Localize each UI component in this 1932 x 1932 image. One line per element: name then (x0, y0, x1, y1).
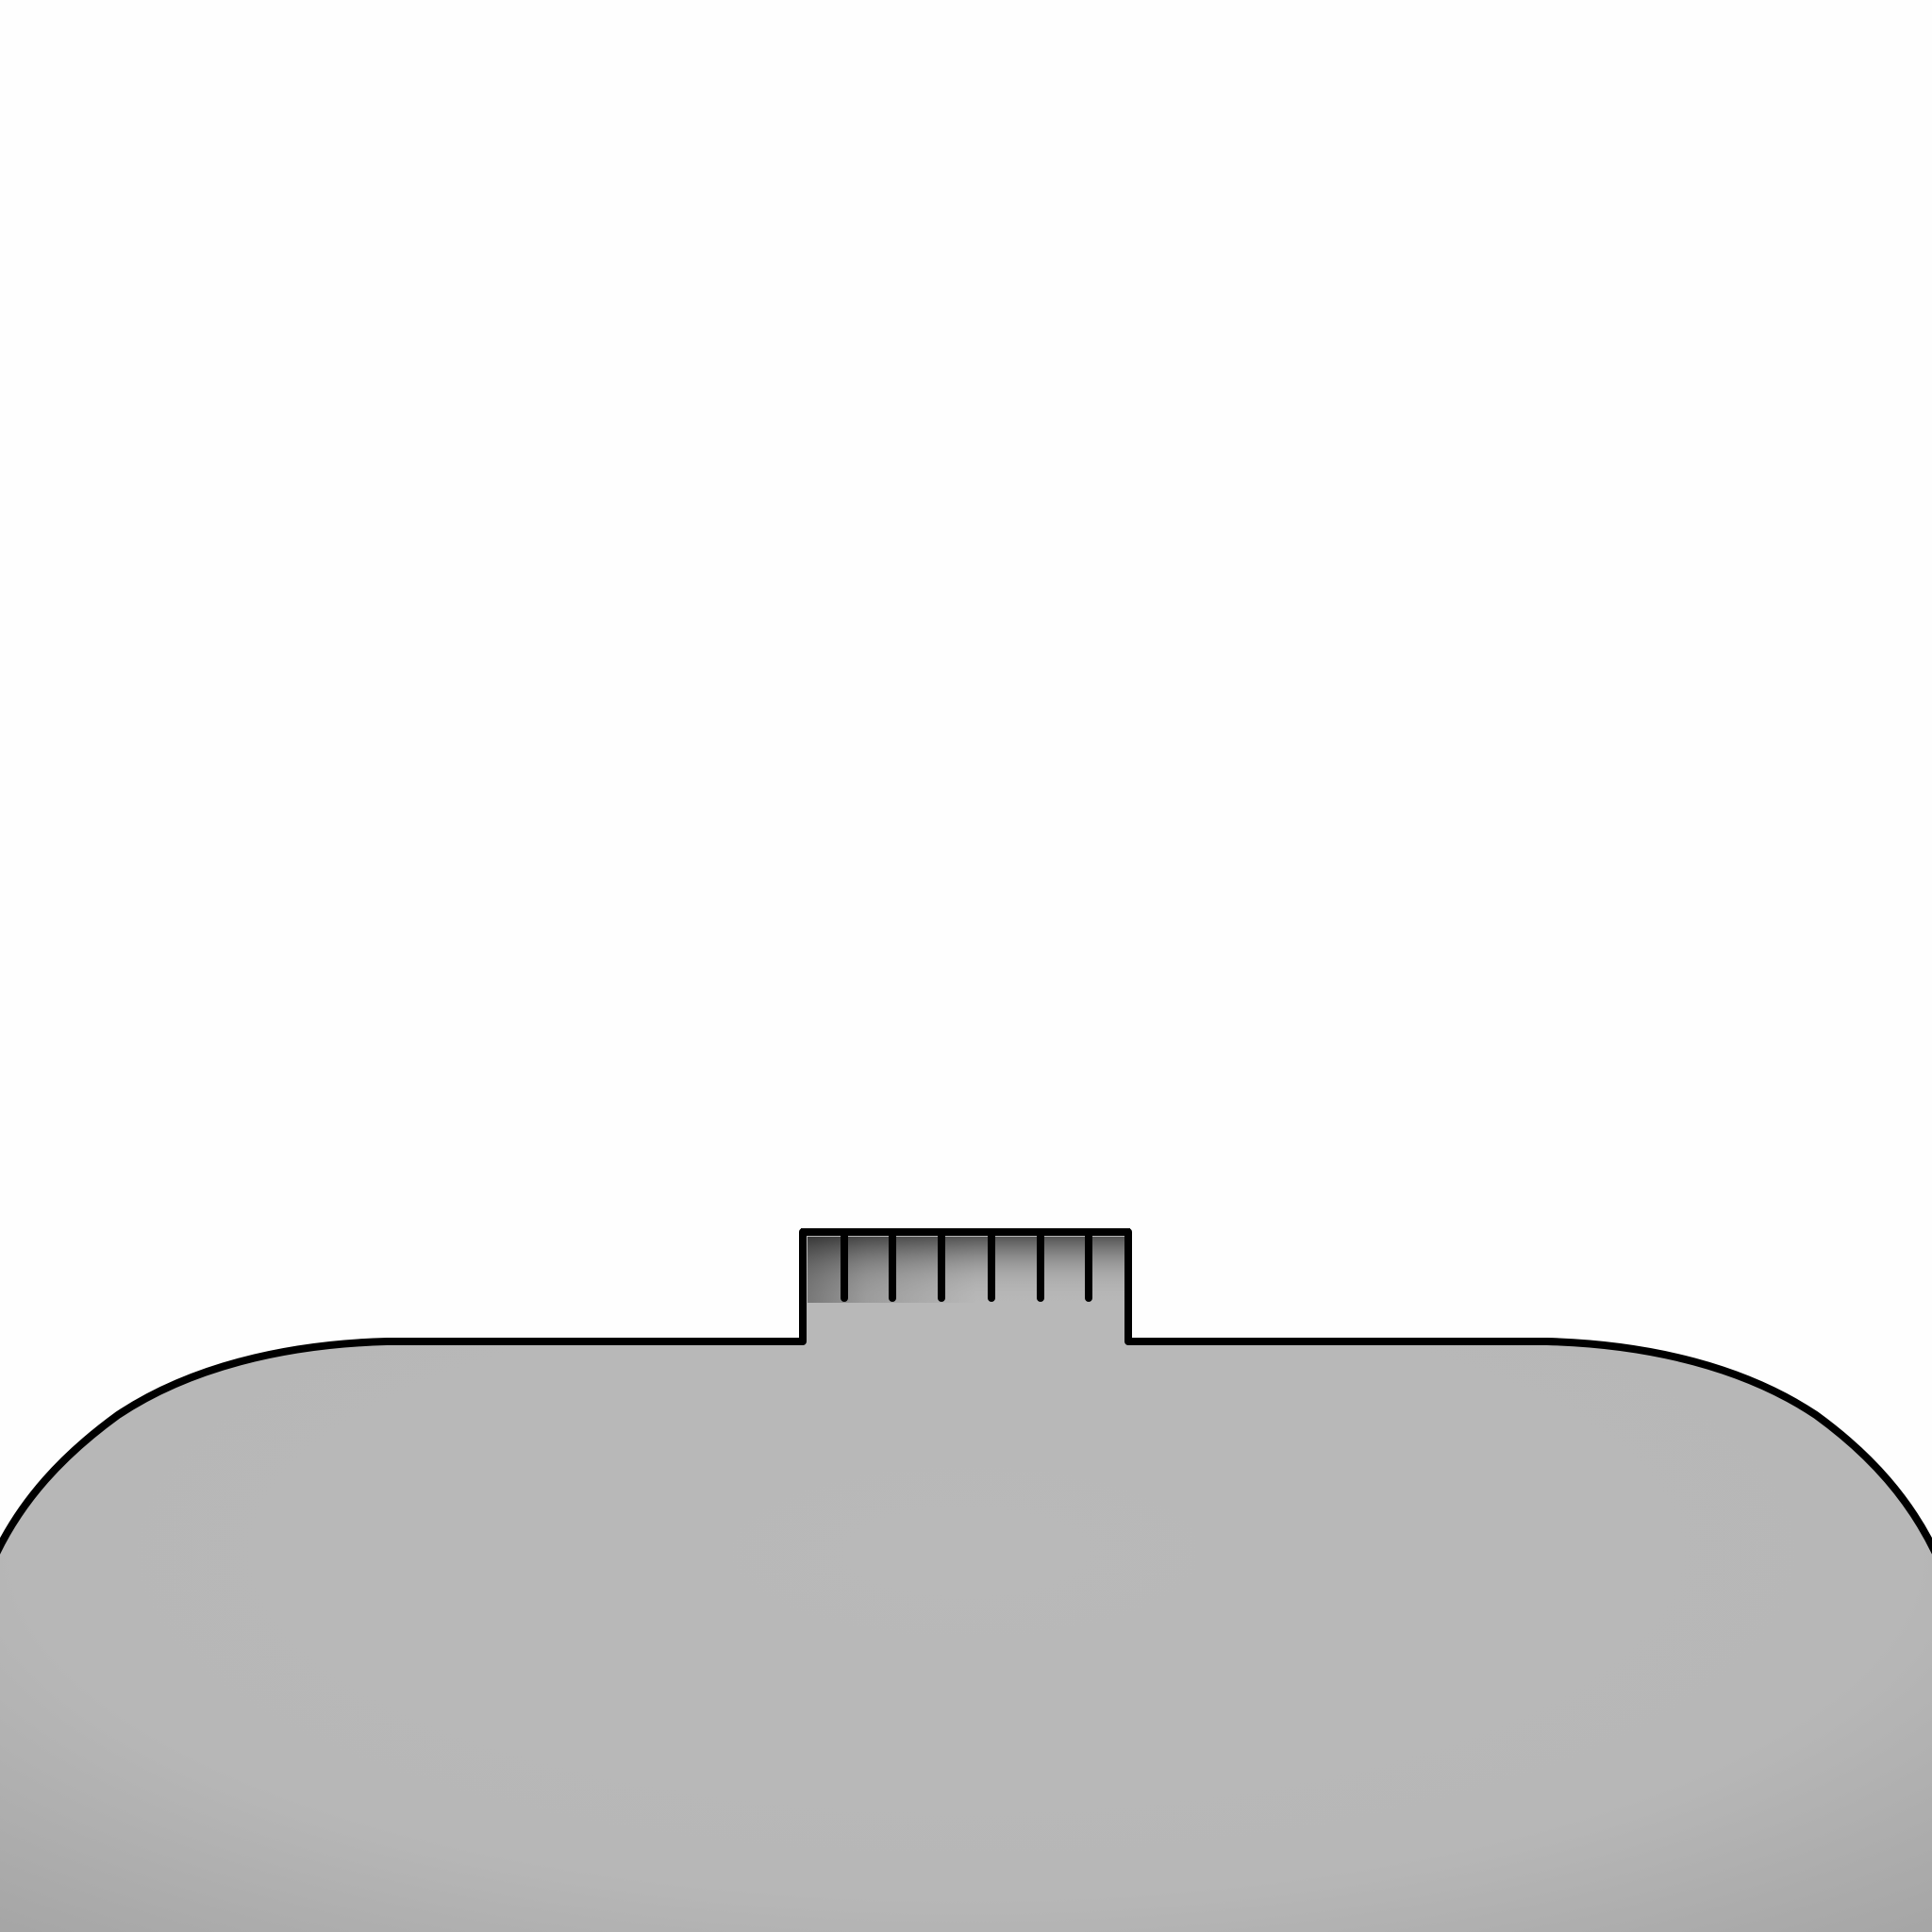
tab-ridges (841, 1232, 1092, 1302)
object-body (0, 1228, 1932, 1932)
